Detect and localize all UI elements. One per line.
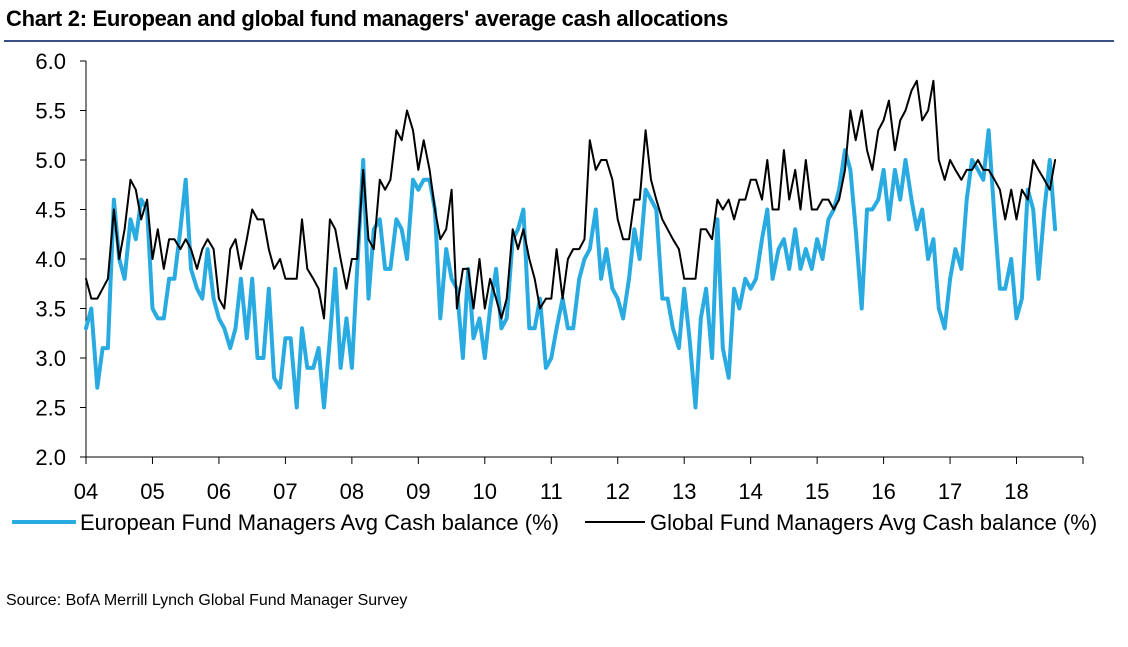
x-tick-label: 17 [938,479,962,504]
x-tick-label: 05 [140,479,164,504]
x-tick-label: 07 [273,479,297,504]
x-tick-label: 06 [207,479,231,504]
title-underline [4,40,1114,42]
x-tick-label: 18 [1004,479,1028,504]
legend-label-european: European Fund Managers Avg Cash balance … [80,510,559,535]
y-tick-label: 6.0 [35,49,66,74]
x-tick-label: 15 [805,479,829,504]
series-layer [84,79,1058,410]
y-tick-label: 4.0 [35,247,66,272]
y-tick-label: 3.0 [35,346,66,371]
x-axis: 04 05 06 07 08 09 10 11 12 13 14 15 16 17 18 [74,456,1084,504]
x-tick-label: 08 [340,479,364,504]
x-tick-label: 16 [871,479,895,504]
y-tick-label: 3.5 [35,297,66,322]
y-tick-label: 2.0 [35,445,66,470]
y-tick-label: 5.0 [35,148,66,173]
x-tick-label: 11 [540,479,563,504]
x-tick-label: 04 [74,479,98,504]
x-tick-label: 13 [672,479,696,504]
legend-label-global: Global Fund Managers Avg Cash balance (%… [650,510,1097,535]
source-note: Source: BofA Merrill Lynch Global Fund M… [6,592,408,609]
series-line-european [84,128,1058,410]
x-tick-label: 12 [605,479,629,504]
y-tick-label: 4.5 [35,198,66,223]
y-axis: 6.0 5.5 5.0 4.5 4.0 3.5 3.0 2.5 2.0 [35,49,87,470]
line-chart: 6.0 5.5 5.0 4.5 4.0 3.5 3.0 2.5 2.0 04 05 06 07 08 09… [12,49,1097,535]
x-tick-label: 14 [738,479,762,504]
legend: European Fund Managers Avg Cash balance … [12,510,1097,535]
y-tick-label: 2.5 [35,396,66,421]
series-line-global [85,79,1057,320]
chart-title: Chart 2: European and global fund manage… [6,6,729,31]
x-tick-label: 09 [406,479,430,504]
y-tick-label: 5.5 [35,99,66,124]
x-tick-label: 10 [473,479,497,504]
